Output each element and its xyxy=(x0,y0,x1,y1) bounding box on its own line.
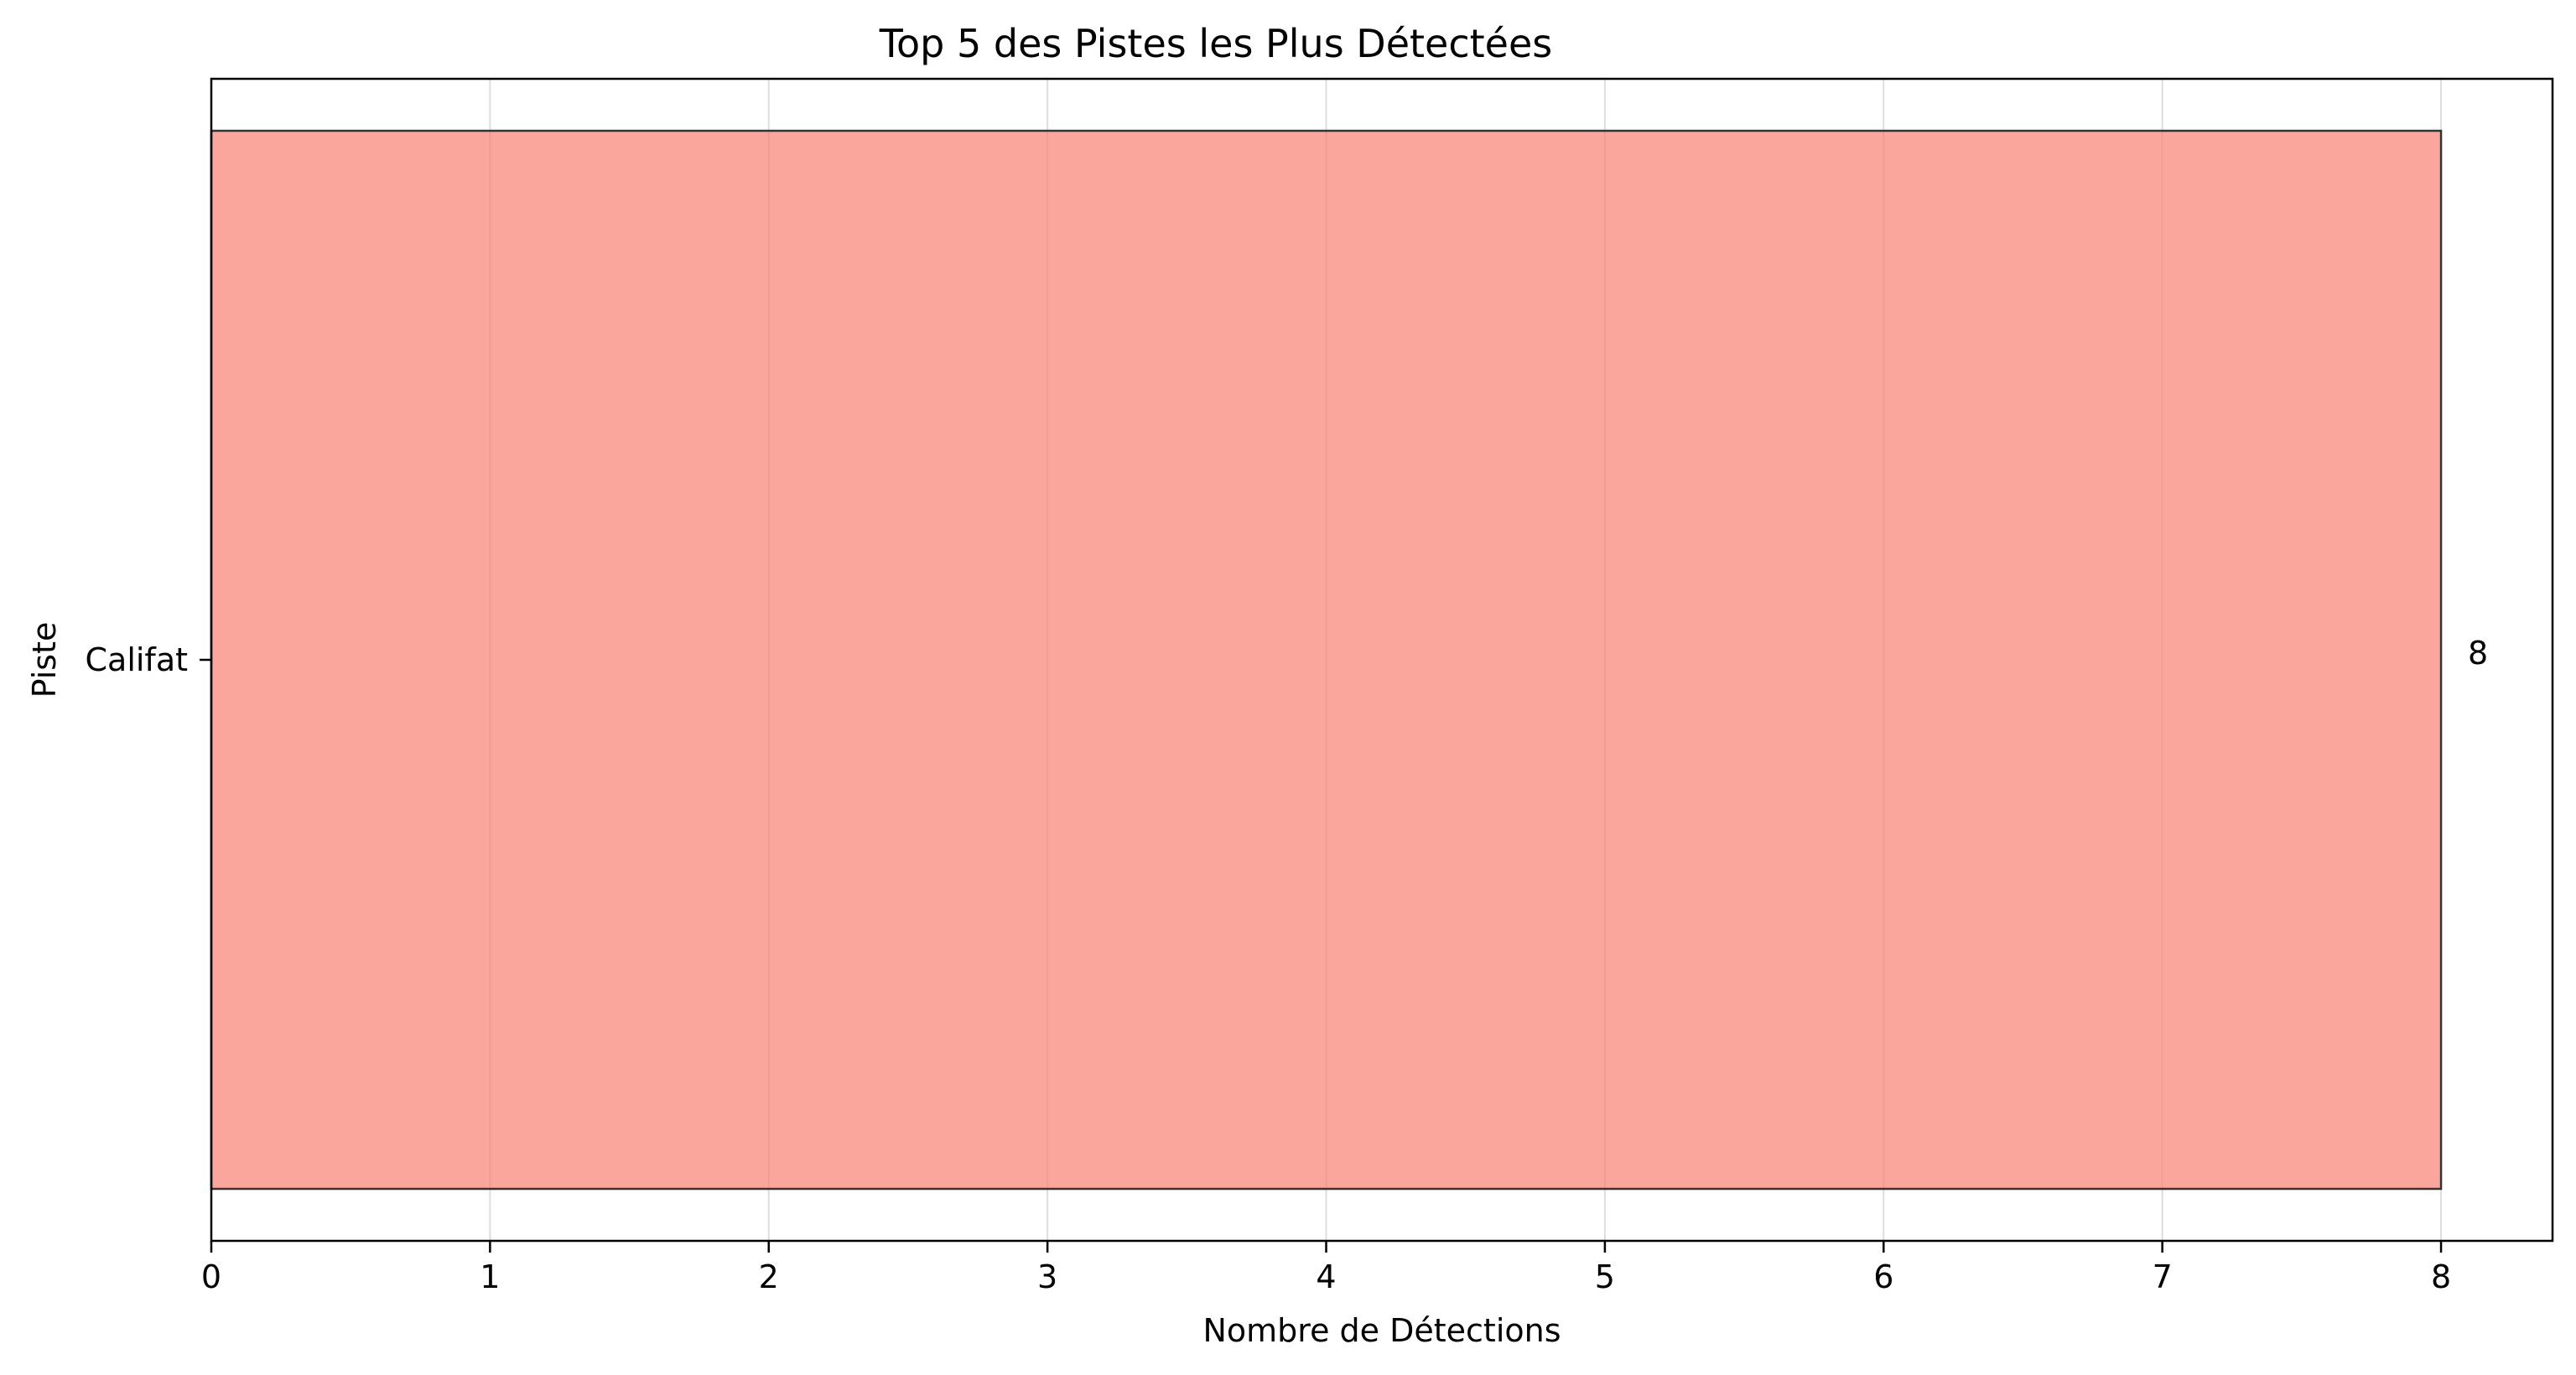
x-tick-label-0: 0 xyxy=(201,1258,221,1295)
chart-title: Top 5 des Pistes les Plus Détectées xyxy=(879,21,1553,66)
bars xyxy=(210,129,2443,1191)
x-axis-ticks: 0 1 2 3 4 5 6 7 8 xyxy=(201,1241,2451,1295)
y-axis-ticks: Califat xyxy=(86,641,211,678)
x-tick-label-1: 1 xyxy=(480,1258,500,1295)
data-label-0: 8 xyxy=(2468,635,2488,672)
x-tick-label-6: 6 xyxy=(1873,1258,1893,1295)
y-tick-label-0: Califat xyxy=(86,641,189,678)
x-tick-label-8: 8 xyxy=(2431,1258,2451,1295)
x-axis-label: Nombre de Détections xyxy=(1202,1312,1561,1349)
x-tick-label-7: 7 xyxy=(2153,1258,2173,1295)
y-axis-label: Piste xyxy=(26,622,63,698)
x-tick-label-2: 2 xyxy=(759,1258,779,1295)
x-tick-label-4: 4 xyxy=(1316,1258,1336,1295)
data-labels: 8 xyxy=(2468,635,2488,672)
x-tick-label-3: 3 xyxy=(1037,1258,1057,1295)
bar-0 xyxy=(210,129,2443,1191)
x-tick-label-5: 5 xyxy=(1595,1258,1615,1295)
